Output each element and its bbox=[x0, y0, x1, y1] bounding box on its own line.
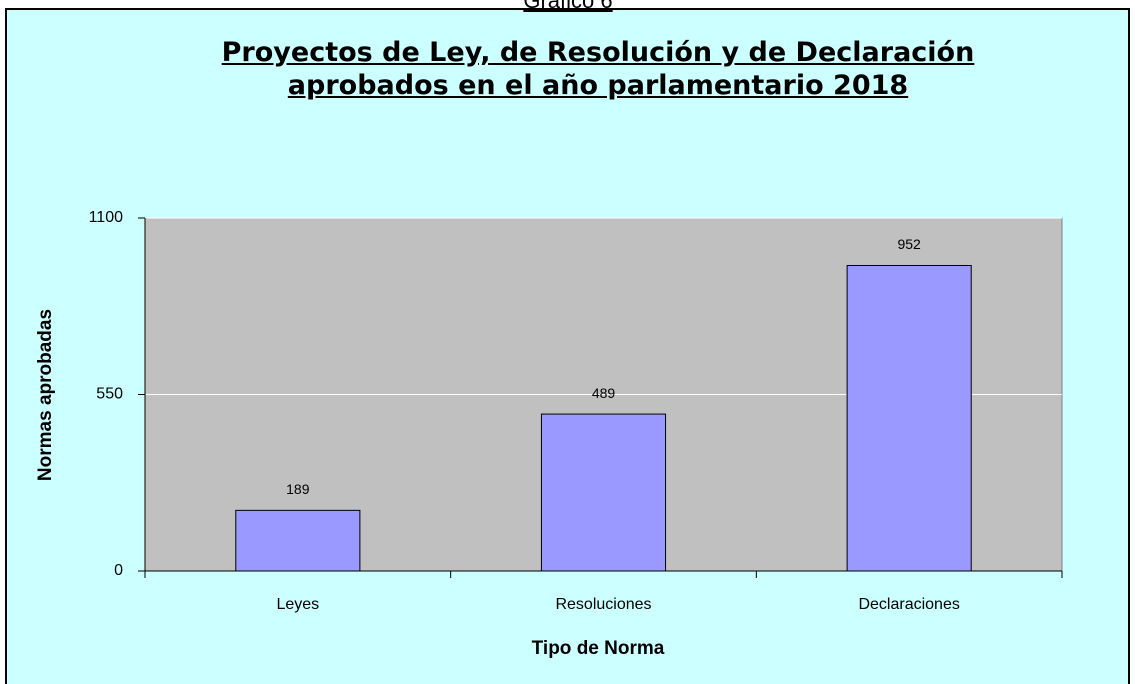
value-label: 489 bbox=[592, 385, 616, 401]
bar bbox=[540, 413, 667, 572]
bar bbox=[235, 509, 361, 572]
x-tick-label: Declaraciones bbox=[858, 596, 959, 613]
caption: Gráfico 6 bbox=[523, 0, 612, 13]
y-tick-label: 550 bbox=[96, 386, 123, 403]
bar bbox=[846, 264, 972, 572]
y-axis-label: Normas aprobadas bbox=[35, 309, 56, 481]
y-tick-label: 0 bbox=[114, 562, 123, 579]
chart-title: Proyectos de Ley, de Resolución y de Dec… bbox=[221, 37, 975, 101]
x-tick-label: Resoluciones bbox=[555, 596, 651, 613]
x-tick-label: Leyes bbox=[276, 596, 319, 613]
value-label: 189 bbox=[286, 481, 310, 497]
y-tick-label: 1100 bbox=[89, 209, 124, 226]
value-label: 952 bbox=[897, 236, 921, 252]
x-axis-label: Tipo de Norma bbox=[532, 638, 665, 659]
